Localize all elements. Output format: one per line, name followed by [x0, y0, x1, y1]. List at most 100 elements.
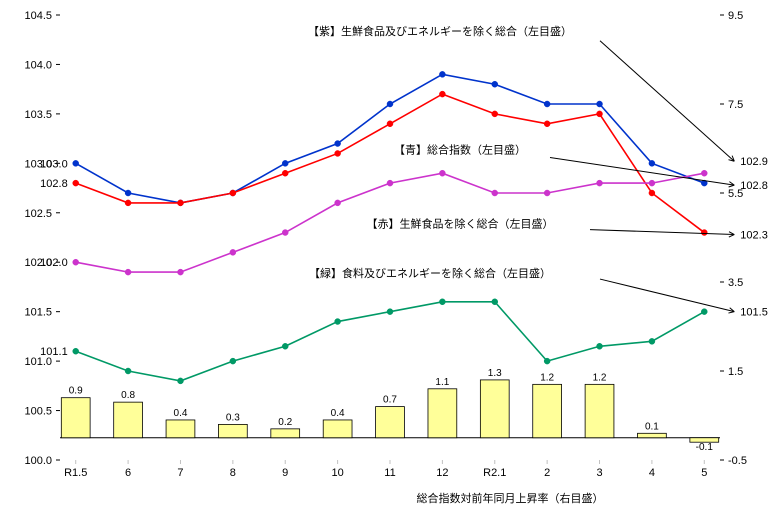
bar-value-label: 0.4	[174, 408, 188, 419]
purple-marker	[544, 190, 550, 196]
category-label: 9	[282, 467, 288, 479]
combo-chart: 100.0100.5101.0101.5102.0102.5103.0103.5…	[0, 0, 777, 517]
category-label: 7	[177, 467, 183, 479]
right-axis-tick: -0.5	[728, 455, 747, 467]
purple-series-label: 【紫】生鮮食品及びエネルギーを除く総合（左目盛）	[308, 24, 572, 38]
red-marker	[701, 230, 707, 236]
category-label: 10	[331, 467, 343, 479]
bar-value-label: 1.1	[435, 377, 449, 388]
left-axis-tick: 100.0	[24, 455, 52, 467]
red-marker	[649, 190, 655, 196]
blue-marker	[544, 101, 550, 107]
purple-marker	[387, 180, 393, 186]
red-series-label: 【赤】生鮮食品を除く総合（左目盛）	[367, 217, 554, 231]
red-marker	[177, 200, 183, 206]
right-axis-tick: 7.5	[728, 99, 743, 111]
yoy-bar	[585, 384, 614, 437]
red-marker	[492, 111, 498, 117]
green-marker	[230, 358, 236, 364]
green-end-label: 101.5	[740, 307, 768, 319]
red-marker	[282, 170, 288, 176]
purple-marker	[73, 259, 79, 265]
category-label: R1.5	[64, 467, 87, 479]
red-end-label: 102.3	[740, 230, 768, 242]
green-marker	[597, 343, 603, 349]
purple-marker	[177, 269, 183, 275]
green-marker	[125, 368, 131, 374]
yoy-bar	[323, 420, 352, 438]
category-label: R2.1	[483, 467, 506, 479]
purple-marker	[701, 170, 707, 176]
right-axis-tick: 3.5	[728, 277, 743, 289]
green-marker	[492, 299, 498, 305]
left-axis-tick: 102.5	[24, 208, 52, 220]
category-label: 5	[701, 467, 707, 479]
green-marker	[649, 338, 655, 344]
category-label: 6	[125, 467, 131, 479]
blue-marker	[492, 81, 498, 87]
blue-marker	[387, 101, 393, 107]
purple-marker	[439, 170, 445, 176]
category-label: 3	[596, 467, 602, 479]
yoy-bar	[218, 424, 247, 437]
bar-value-label: 1.2	[540, 372, 554, 383]
blue-marker	[597, 101, 603, 107]
purple-marker	[125, 269, 131, 275]
yoy-bar	[61, 398, 90, 438]
green-marker	[701, 309, 707, 315]
purple-marker	[492, 190, 498, 196]
blue-marker	[649, 160, 655, 166]
bar-value-label: 0.2	[278, 417, 292, 428]
yoy-bar	[271, 429, 300, 438]
red-marker	[73, 180, 79, 186]
right-axis-tick: 9.5	[728, 10, 743, 22]
green-marker	[282, 343, 288, 349]
yoy-bar	[114, 402, 143, 438]
blue-series-label: 【青】総合指数（左目盛）	[394, 142, 526, 156]
left-axis-tick: 103.5	[24, 109, 52, 121]
category-label: 2	[544, 467, 550, 479]
purple-marker	[597, 180, 603, 186]
green-marker	[177, 378, 183, 384]
category-label: 11	[384, 467, 395, 479]
yoy-bar	[533, 384, 562, 437]
yoy-bar	[428, 389, 457, 438]
bar-value-label: 0.9	[69, 386, 83, 397]
green-start-label: 101.1	[40, 346, 68, 358]
red-marker	[439, 91, 445, 97]
green-marker	[544, 358, 550, 364]
bar-value-label: 0.8	[121, 390, 135, 401]
purple-marker	[649, 180, 655, 186]
left-axis-tick: 104.5	[24, 10, 52, 22]
red-marker	[125, 200, 131, 206]
left-axis-tick: 101.5	[24, 307, 52, 319]
bar-value-label: 0.7	[383, 395, 397, 406]
green-marker	[335, 319, 341, 325]
bar-value-label: 0.4	[331, 408, 345, 419]
red-marker	[544, 121, 550, 127]
blue-start-label: 103.0	[40, 158, 68, 170]
blue-marker	[73, 160, 79, 166]
red-marker	[335, 150, 341, 156]
bar-value-label: 0.1	[645, 421, 659, 432]
green-series-label: 【緑】食料及びエネルギーを除く総合（左目盛）	[309, 266, 551, 280]
yoy-bar	[166, 420, 195, 438]
green-marker	[73, 348, 79, 354]
blue-marker	[439, 71, 445, 77]
red-start-label: 102.8	[40, 178, 68, 190]
green-marker	[439, 299, 445, 305]
right-axis-tick: 1.5	[728, 366, 743, 378]
green-marker	[387, 309, 393, 315]
blue-end-label: 102.8	[740, 180, 768, 192]
yoy-bar	[480, 380, 509, 438]
category-label: 8	[230, 467, 236, 479]
blue-marker	[335, 141, 341, 147]
bar-value-label: 0.3	[226, 412, 240, 423]
red-marker	[230, 190, 236, 196]
purple-start-label: 102.0	[40, 257, 68, 269]
red-marker	[387, 121, 393, 127]
purple-marker	[230, 249, 236, 255]
blue-marker	[282, 160, 288, 166]
category-label: 12	[436, 467, 448, 479]
bar-value-label: -0.1	[696, 442, 714, 453]
